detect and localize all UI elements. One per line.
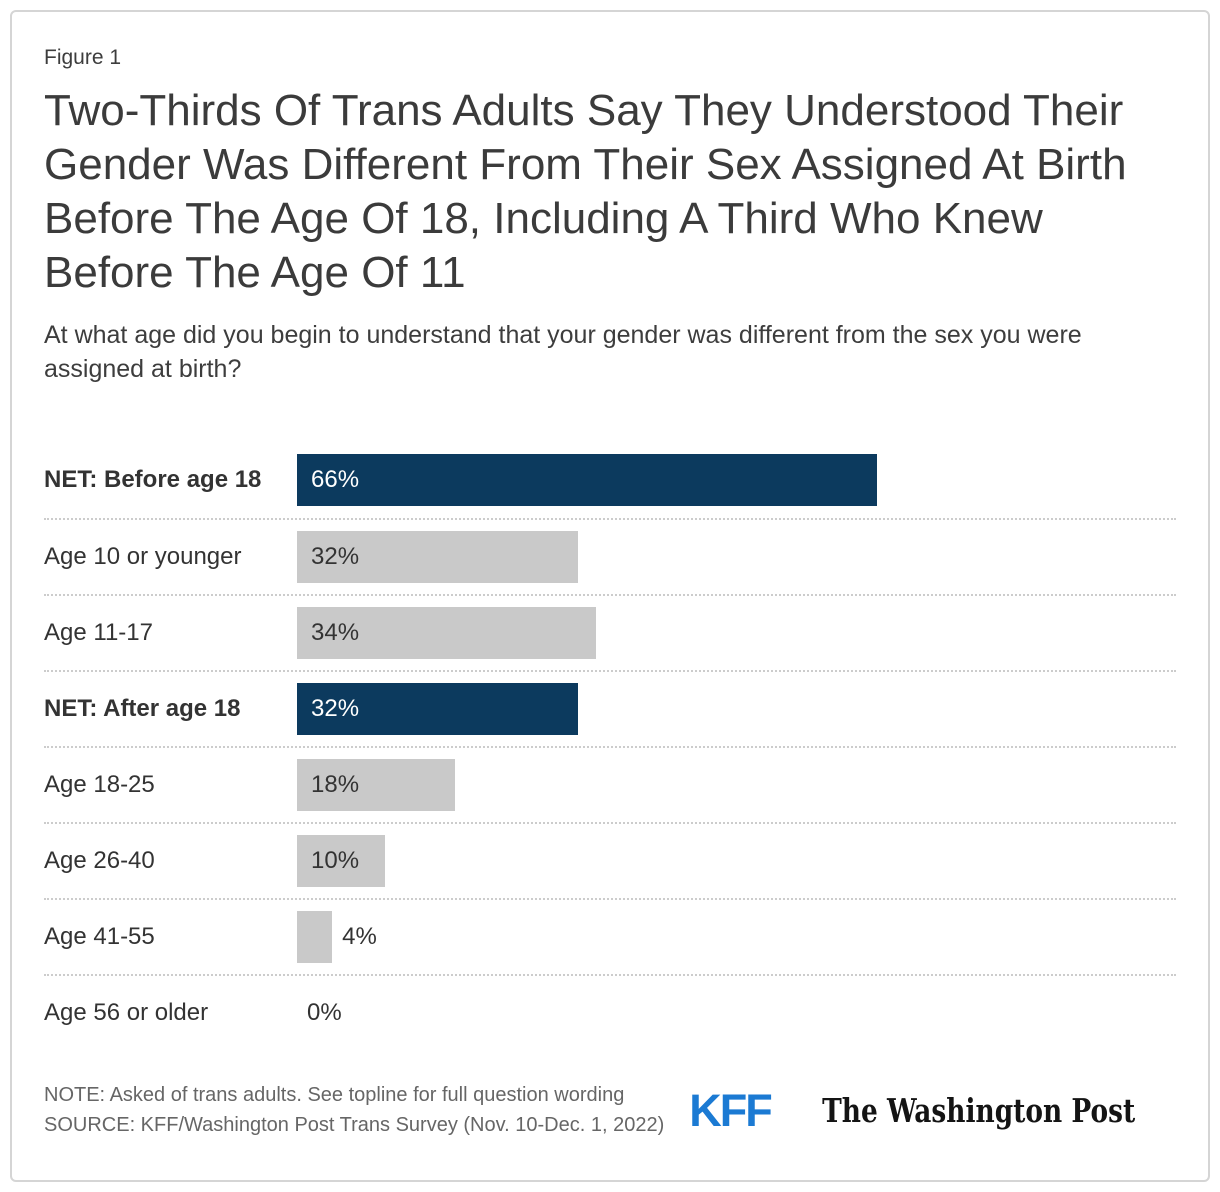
chart-subtitle: At what age did you begin to understand … — [44, 321, 1082, 383]
bar: 32% — [297, 683, 579, 735]
bar — [297, 911, 333, 963]
bar-value: 4% — [342, 923, 377, 950]
chart-row: Age 26-40 10% — [44, 822, 1176, 898]
bar-value: 18% — [311, 771, 360, 798]
chart-row: Age 11-17 34% — [44, 594, 1176, 670]
chart-row: Age 10 or younger 32% — [44, 518, 1176, 594]
bar-value: 0% — [307, 999, 342, 1026]
category-label: NET: After age 18 — [44, 695, 241, 722]
bar: 34% — [297, 607, 596, 659]
category-label: Age 41-55 — [44, 923, 155, 950]
category-label: Age 56 or older — [44, 999, 209, 1026]
bar: 66% — [297, 454, 878, 506]
bar: 32% — [297, 531, 579, 583]
bar-track: 4% — [297, 911, 1176, 963]
bar-value: 66% — [311, 466, 360, 493]
bar-value: 10% — [311, 847, 360, 874]
chart-row: Age 18-25 18% — [44, 746, 1176, 822]
kff-logo: KFF — [689, 1084, 772, 1136]
category-label: Age 10 or younger — [44, 543, 242, 570]
footer-notes: NOTE: Asked of trans adults. See topline… — [44, 1080, 664, 1140]
bar-track: 32% — [297, 531, 1176, 583]
category-label: Age 18-25 — [44, 771, 155, 798]
bar-track: 32% — [297, 683, 1176, 735]
note-line: NOTE: Asked of trans adults. See topline… — [44, 1084, 625, 1106]
category-label: Age 11-17 — [44, 619, 153, 646]
bar-value: 32% — [311, 695, 360, 722]
chart-title: Two-Thirds Of Trans Adults Say They Unde… — [44, 86, 1127, 297]
bar-track: 0% — [297, 987, 1176, 1039]
chart-row: Age 56 or older 0% — [44, 974, 1176, 1050]
footer: NOTE: Asked of trans adults. See topline… — [44, 1080, 1176, 1140]
figure-card: Figure 1 Two-Thirds Of Trans Adults Say … — [10, 10, 1210, 1182]
bar-track: 18% — [297, 759, 1176, 811]
bar-track: 10% — [297, 835, 1176, 887]
chart-row: Age 41-55 4% — [44, 898, 1176, 974]
chart-row: NET: Before age 18 66% — [44, 442, 1176, 518]
washington-post-logo: The Washington Post — [821, 1090, 1135, 1130]
footer-logos: KFF The Washington Post — [689, 1088, 1176, 1133]
category-label: Age 26-40 — [44, 847, 155, 874]
category-label: NET: Before age 18 — [44, 466, 262, 493]
figure-label: Figure 1 — [44, 46, 122, 69]
bar-track: 34% — [297, 607, 1176, 659]
bar: 10% — [297, 835, 385, 887]
bar: 18% — [297, 759, 456, 811]
bar-value: 32% — [311, 543, 360, 570]
bar-value: 34% — [311, 619, 360, 646]
source-line: SOURCE: KFF/Washington Post Trans Survey… — [44, 1114, 665, 1136]
bar-track: 66% — [297, 454, 1176, 506]
chart-row: NET: After age 18 32% — [44, 670, 1176, 746]
bar-chart: NET: Before age 18 66% Age 10 or younger… — [44, 442, 1176, 1050]
